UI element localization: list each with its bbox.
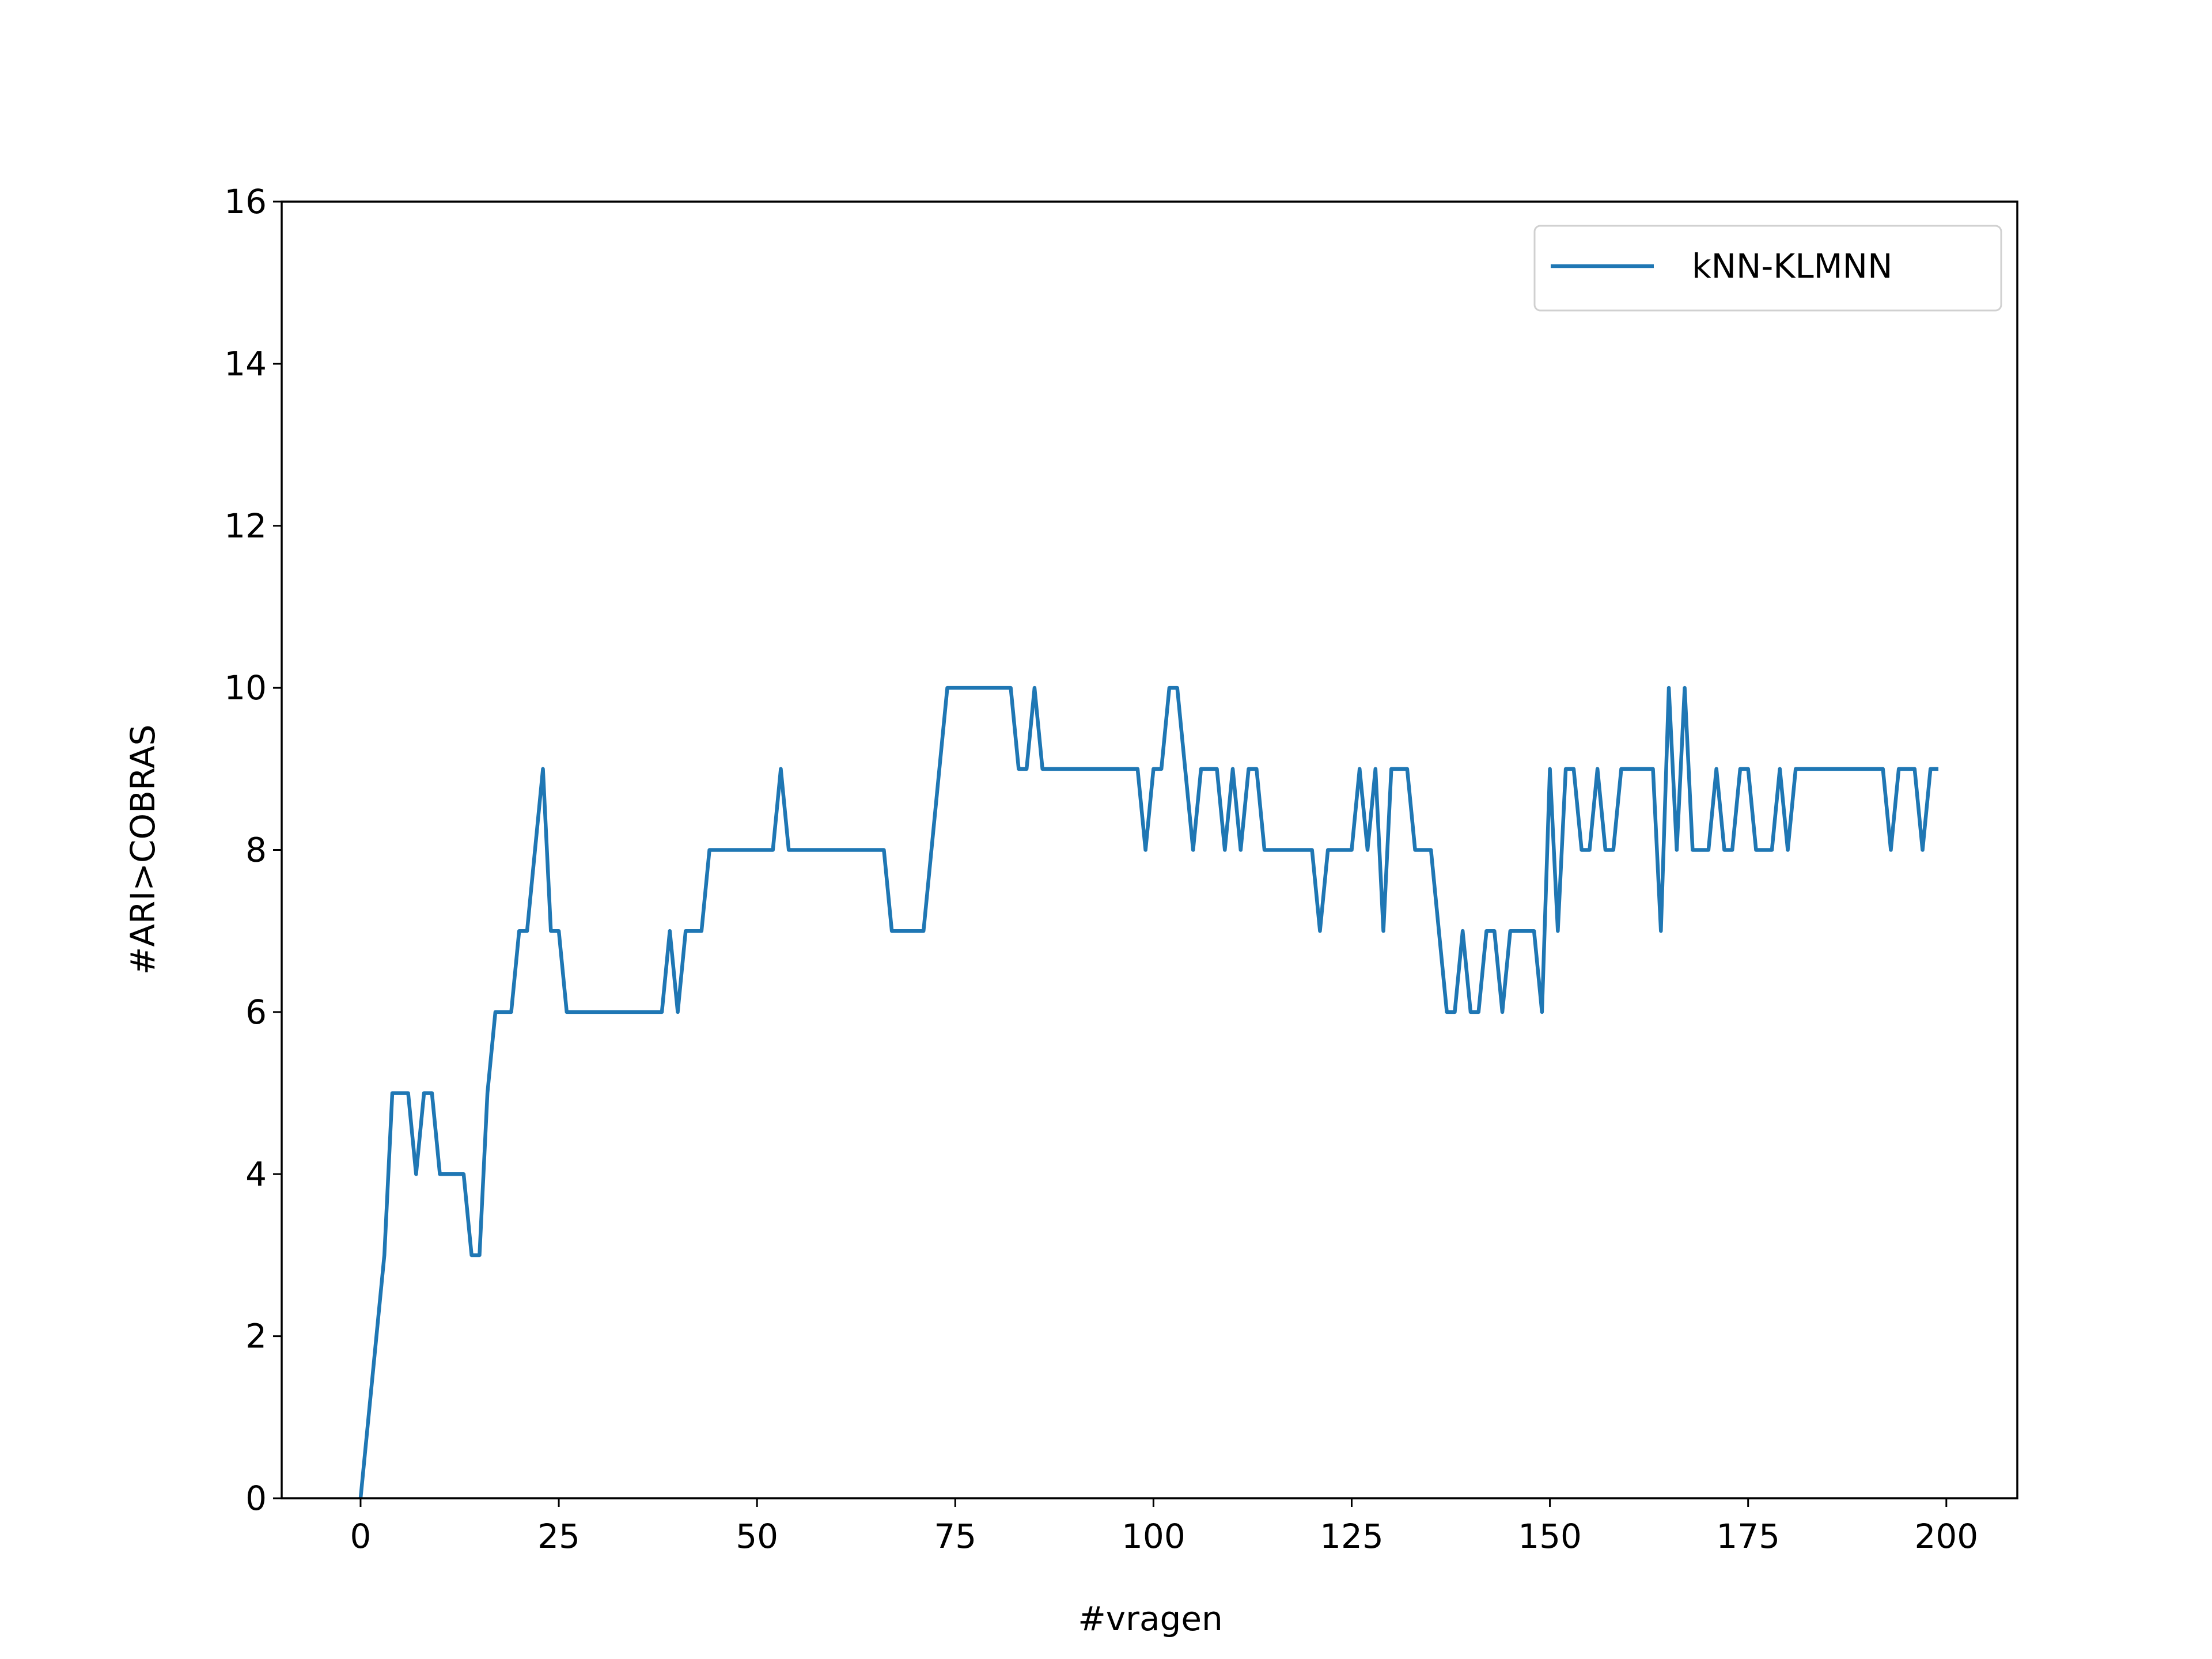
y-tick-label: 6	[245, 993, 267, 1032]
y-axis-label: #ARI>COBRAS	[123, 725, 162, 975]
data-line	[358, 685, 1939, 1499]
y-tick-label: 2	[245, 1317, 267, 1356]
x-tick-label: 100	[1122, 1517, 1185, 1556]
y-tick-label: 16	[224, 182, 267, 221]
x-tick-label: 50	[736, 1517, 778, 1556]
x-tick-label: 175	[1716, 1517, 1780, 1556]
x-tick-label: 125	[1320, 1517, 1384, 1556]
plot-frame	[281, 200, 2018, 1499]
y-tick-label: 14	[224, 344, 267, 383]
y-tick-label: 10	[224, 668, 267, 707]
legend-box	[1533, 225, 2002, 312]
x-tick-label: 200	[1914, 1517, 1978, 1556]
x-tick-label: 25	[537, 1517, 580, 1556]
y-tick-label: 0	[245, 1479, 267, 1518]
y-tick-label: 12	[224, 506, 267, 546]
x-tick-label: 150	[1518, 1517, 1582, 1556]
legend-label: kNN-KLMNN	[1692, 247, 1892, 286]
x-tick-label: 0	[350, 1517, 372, 1556]
y-tick-label: 8	[245, 831, 267, 870]
y-tick-label: 4	[245, 1154, 267, 1194]
x-tick-label: 75	[934, 1517, 976, 1556]
x-axis-label: #vragen	[1078, 1599, 1223, 1638]
